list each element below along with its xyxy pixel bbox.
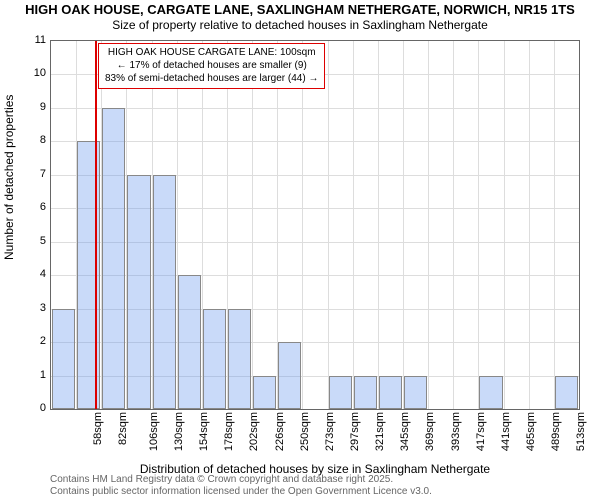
histogram-bar (203, 309, 226, 409)
histogram-bar (404, 376, 427, 409)
x-tick-label: 321sqm (374, 412, 386, 451)
gridline-v (529, 41, 530, 409)
x-tick-label: 441sqm (500, 412, 512, 451)
y-tick-label: 3 (40, 302, 46, 314)
x-tick-label: 465sqm (525, 412, 537, 451)
x-tick-label: 226sqm (274, 412, 286, 451)
gridline-v (478, 41, 479, 409)
callout-line-3: 83% of semi-detached houses are larger (… (105, 72, 318, 85)
x-tick-label: 369sqm (425, 412, 437, 451)
x-tick-label: 393sqm (450, 412, 462, 451)
x-tick-label: 58sqm (92, 412, 104, 445)
histogram-bar (329, 376, 352, 409)
y-tick-label: 0 (40, 402, 46, 414)
gridline-v (504, 41, 505, 409)
histogram-bar (479, 376, 502, 409)
x-tick-label: 489sqm (550, 412, 562, 451)
x-tick-label: 273sqm (324, 412, 336, 451)
credit-text: Contains HM Land Registry data © Crown c… (50, 474, 432, 498)
x-tick-label: 130sqm (173, 412, 185, 451)
x-tick-label: 202sqm (249, 412, 261, 451)
y-tick-label: 11 (35, 34, 46, 46)
histogram-bar (354, 376, 377, 409)
callout-line-1: HIGH OAK HOUSE CARGATE LANE: 100sqm (105, 46, 318, 59)
y-tick-label: 1 (40, 369, 46, 381)
y-tick-label: 10 (34, 67, 46, 79)
x-tick-label: 345sqm (399, 412, 411, 451)
callout-box: HIGH OAK HOUSE CARGATE LANE: 100sqm← 17%… (98, 43, 325, 89)
histogram-bar (102, 108, 125, 409)
gridline-h (51, 108, 579, 109)
chart-title: HIGH OAK HOUSE, CARGATE LANE, SAXLINGHAM… (0, 2, 600, 18)
credit-line-1: Contains HM Land Registry data © Crown c… (50, 474, 432, 486)
gridline-v (328, 41, 329, 409)
gridline-v (554, 41, 555, 409)
histogram-bar (178, 275, 201, 409)
chart-subtitle: Size of property relative to detached ho… (0, 18, 600, 32)
y-tick-label: 6 (40, 201, 46, 213)
x-tick-label: 178sqm (223, 412, 235, 451)
gridline-v (252, 41, 253, 409)
histogram-bar (555, 376, 578, 409)
y-tick-label: 4 (40, 268, 46, 280)
gridline-v (302, 41, 303, 409)
x-tick-label: 82sqm (117, 412, 129, 445)
histogram-bar (278, 342, 301, 409)
gridline-v (378, 41, 379, 409)
x-tick-label: 513sqm (575, 412, 587, 451)
y-tick-label: 5 (40, 235, 46, 247)
y-tick-label: 9 (40, 101, 46, 113)
x-tick-label: 106sqm (148, 412, 160, 451)
y-tick-label: 7 (40, 168, 46, 180)
histogram-bar (52, 309, 75, 409)
reference-marker (95, 41, 97, 409)
histogram-bar (153, 175, 176, 409)
credit-line-2: Contains public sector information licen… (50, 486, 432, 498)
histogram-bar (127, 175, 150, 409)
histogram-bar (253, 376, 276, 409)
x-tick-label: 154sqm (198, 412, 210, 451)
histogram-bar (379, 376, 402, 409)
x-tick-label: 250sqm (299, 412, 311, 451)
plot-area (50, 40, 580, 410)
y-tick-label: 2 (40, 335, 46, 347)
gridline-v (453, 41, 454, 409)
x-tick-label: 417sqm (475, 412, 487, 451)
x-tick-label: 297sqm (349, 412, 361, 451)
histogram-bar (228, 309, 251, 409)
gridline-h (51, 141, 579, 142)
callout-line-2: ← 17% of detached houses are smaller (9) (105, 59, 318, 72)
gridline-v (428, 41, 429, 409)
y-axis-label: Number of detached properties (2, 95, 16, 260)
y-tick-label: 8 (40, 134, 46, 146)
gridline-v (353, 41, 354, 409)
gridline-v (403, 41, 404, 409)
